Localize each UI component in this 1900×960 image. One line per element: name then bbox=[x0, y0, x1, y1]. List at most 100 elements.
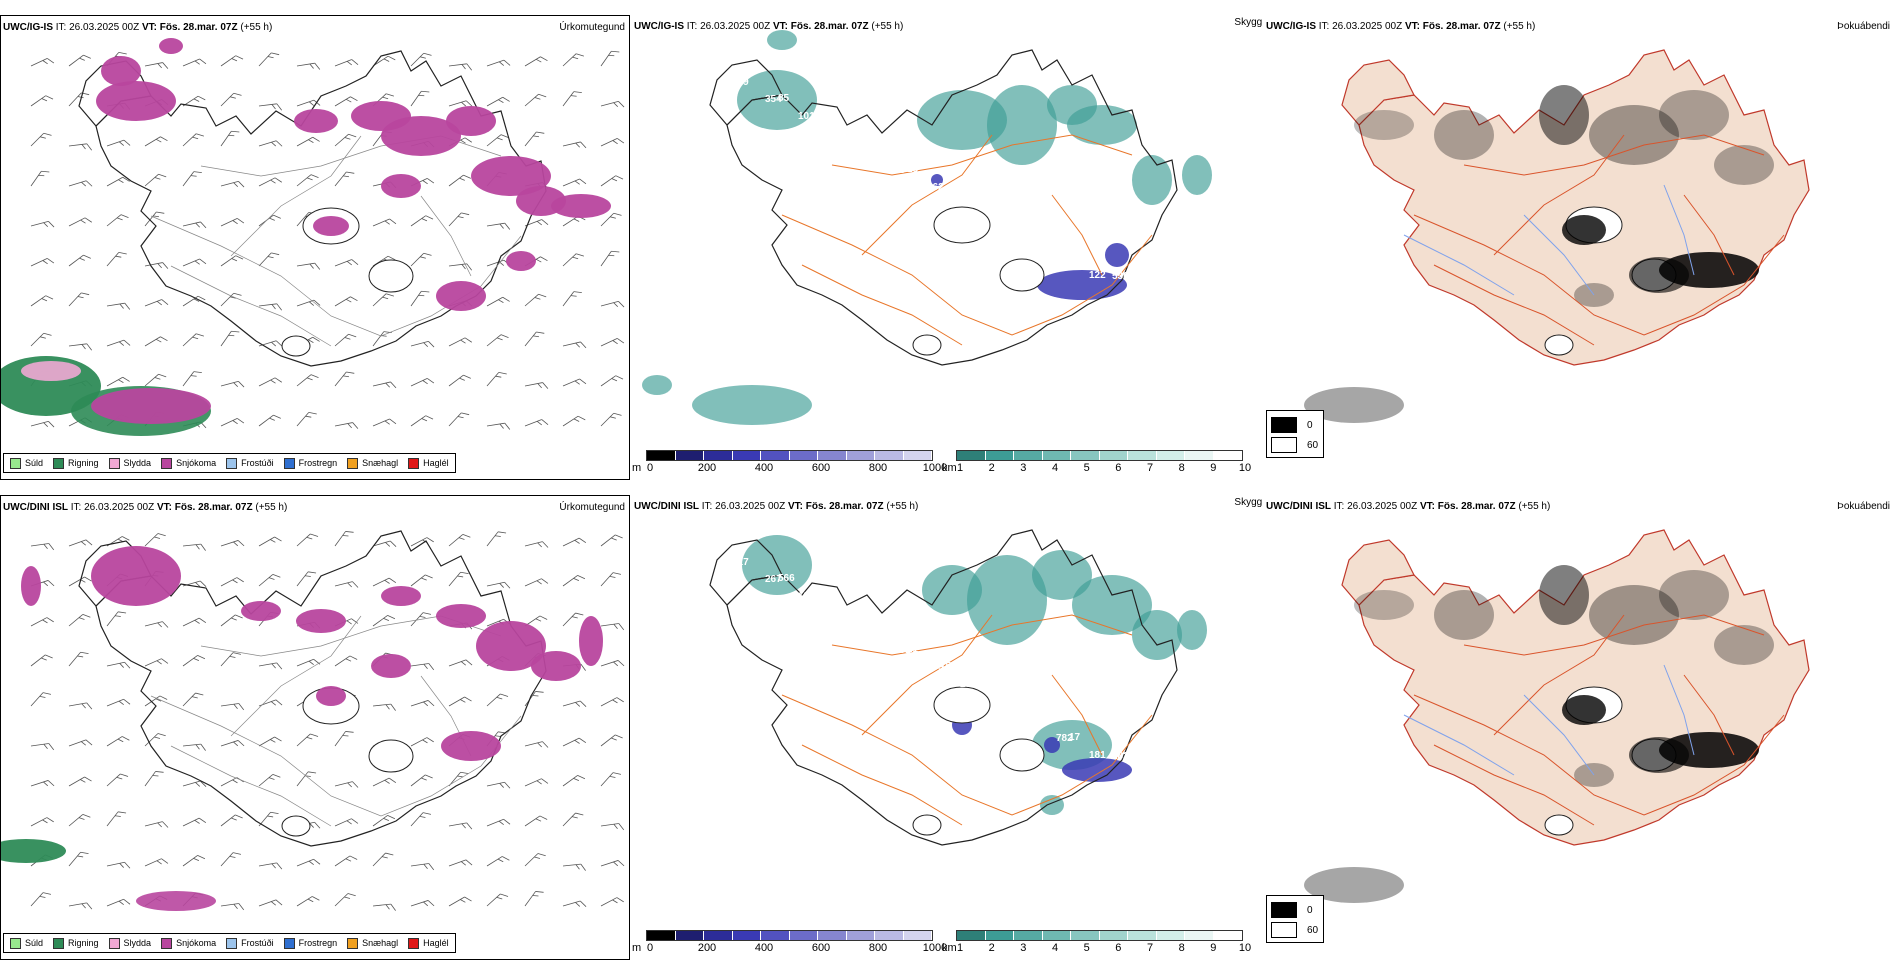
wind-barb bbox=[334, 59, 359, 67]
colorbar-segment bbox=[1128, 451, 1157, 460]
wind-barb bbox=[410, 52, 432, 67]
wind-barb bbox=[486, 334, 509, 347]
low-visibility-area bbox=[1182, 155, 1212, 195]
precip-legend: Súld Rigning Slydda Snjókoma Frostúði Frostre… bbox=[3, 933, 456, 953]
wind-barb bbox=[182, 333, 204, 347]
legend-swatch bbox=[53, 937, 65, 949]
panel-title: Þokuábendi bbox=[1837, 501, 1890, 512]
wind-barb bbox=[334, 781, 359, 788]
wind-barb bbox=[182, 780, 207, 787]
wind-barb bbox=[144, 858, 169, 867]
wind-barb bbox=[486, 96, 510, 107]
river-line bbox=[1523, 214, 1595, 296]
visibility-value-label: 594 bbox=[1145, 768, 1162, 779]
colorbar-segment bbox=[1185, 451, 1214, 460]
road-line bbox=[801, 744, 963, 826]
wind-barb bbox=[372, 852, 394, 867]
rain-area bbox=[1, 839, 66, 863]
iceland-coastline bbox=[95, 50, 547, 367]
wind-barb bbox=[30, 58, 55, 67]
wind-barb bbox=[144, 373, 167, 387]
fog-index-area bbox=[1714, 145, 1774, 185]
road-line bbox=[1433, 264, 1595, 346]
wind-barb bbox=[600, 734, 623, 747]
wind-barb bbox=[524, 382, 549, 389]
wind-barb bbox=[106, 339, 131, 347]
wind-barb bbox=[258, 699, 283, 707]
visibility-value-label: 224 bbox=[854, 129, 871, 140]
legend-item: Snjókoma bbox=[161, 937, 216, 949]
wind-barb bbox=[220, 218, 245, 227]
glacier-outline bbox=[281, 815, 311, 837]
visibility-value-label: 177 bbox=[874, 147, 891, 158]
visibility-value-label: 231 bbox=[887, 626, 904, 637]
wind-barb bbox=[220, 255, 244, 267]
wind-barb bbox=[144, 533, 166, 547]
legend-label: Frostregn bbox=[298, 938, 338, 948]
road-line bbox=[420, 195, 472, 277]
colorbar-segment bbox=[647, 451, 676, 460]
colorbar-tick: 1000 bbox=[922, 462, 948, 474]
visibility-value-label: 235 bbox=[1132, 289, 1149, 300]
colorbar-tick: 1 bbox=[956, 462, 964, 474]
wind-barb bbox=[144, 62, 169, 69]
wind-barb bbox=[334, 655, 358, 667]
fog-index-area bbox=[1539, 85, 1589, 145]
colorbar-tick: 6 bbox=[1115, 462, 1122, 474]
road-line bbox=[1051, 194, 1103, 276]
snow-area bbox=[316, 686, 346, 706]
visibility-value-label: 354 bbox=[765, 94, 782, 105]
legend-label: Snæhagl bbox=[362, 458, 399, 468]
visibility-value-label: 335 bbox=[841, 130, 858, 141]
wind-barb bbox=[68, 254, 91, 267]
wind-barb bbox=[258, 103, 283, 111]
visibility-value-label: 595 bbox=[1036, 715, 1053, 726]
fog-index-area bbox=[1629, 737, 1689, 773]
wind-barb bbox=[220, 740, 245, 747]
visibility-value-label: 85 bbox=[778, 93, 790, 104]
low-visibility-area bbox=[917, 90, 1007, 150]
wind-barb bbox=[410, 290, 430, 307]
colorbar-segment bbox=[1071, 451, 1100, 460]
wind-barb bbox=[410, 900, 435, 907]
wind-barb bbox=[144, 299, 169, 307]
legend-label: Slydda bbox=[123, 938, 152, 948]
colorbar-segment bbox=[985, 931, 1014, 940]
wind-barb bbox=[372, 540, 397, 547]
road-line bbox=[1413, 694, 1785, 816]
wind-barb bbox=[448, 822, 473, 830]
colorbar-segment bbox=[704, 931, 733, 940]
wind-barb bbox=[600, 338, 625, 347]
road-line bbox=[1051, 674, 1103, 756]
wind-barb bbox=[448, 412, 470, 427]
wind-barb bbox=[106, 252, 127, 267]
wind-barb bbox=[68, 143, 93, 151]
iceland-coastline bbox=[726, 49, 1178, 366]
wind-barb bbox=[486, 856, 510, 867]
visibility-panel-2: UWC/DINI ISL IT: 26.03.2025 00Z VT: Fös.… bbox=[632, 495, 1262, 960]
river-line bbox=[1523, 694, 1595, 776]
wind-barb bbox=[524, 541, 549, 548]
visibility-value-label: 396 bbox=[950, 183, 967, 194]
colorbar-segment bbox=[675, 931, 704, 940]
wind-barb bbox=[106, 611, 127, 627]
wind-barb bbox=[372, 418, 397, 427]
colorbar-segment bbox=[818, 931, 847, 940]
wind-barb bbox=[258, 662, 283, 670]
wind-barb bbox=[220, 418, 245, 427]
wind-barb bbox=[220, 180, 245, 188]
snow-area bbox=[91, 546, 181, 606]
wind-barb bbox=[220, 292, 242, 307]
wind-barb bbox=[410, 663, 435, 671]
road-line bbox=[781, 214, 1153, 336]
wind-barb bbox=[448, 100, 473, 107]
snow-area bbox=[159, 38, 183, 54]
visibility-value-label: 199 bbox=[927, 662, 944, 673]
westfjords-coastline bbox=[1341, 59, 1415, 126]
wind-barb bbox=[600, 572, 622, 587]
visibility-value-label: 122 bbox=[1089, 270, 1106, 281]
colorbar-segment bbox=[875, 451, 904, 460]
panel-header: UWC/IG-IS IT: 26.03.2025 00Z VT: Fös. 28… bbox=[634, 21, 904, 32]
legend-swatch bbox=[283, 937, 295, 949]
wind-barb bbox=[220, 330, 240, 347]
